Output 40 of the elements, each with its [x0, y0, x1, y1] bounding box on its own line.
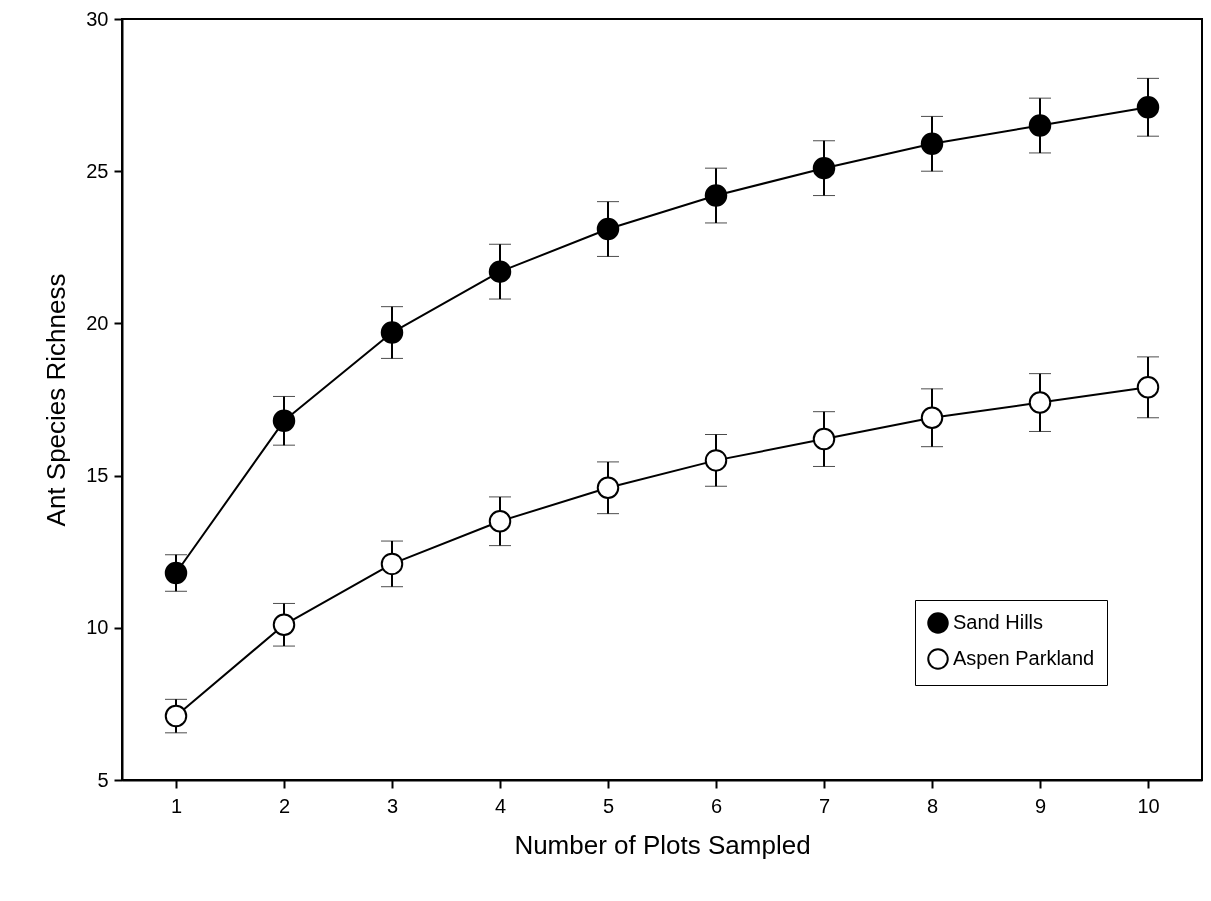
point — [488, 260, 512, 283]
y-tick-label: 30 — [86, 7, 109, 30]
point — [1028, 391, 1052, 414]
point — [272, 409, 296, 433]
x-tick-label: 3 — [386, 794, 399, 817]
point — [1136, 376, 1160, 399]
point — [380, 321, 404, 344]
x-tick-label: 6 — [710, 794, 723, 817]
point — [164, 561, 188, 585]
x-tick-label: 5 — [602, 794, 615, 817]
x-axis-title: Number of Plots Sampled — [514, 829, 811, 860]
y-tick-label: 20 — [86, 311, 109, 334]
x-tick-label: 2 — [278, 794, 291, 817]
point — [812, 427, 836, 451]
y-tick-label: 10 — [86, 616, 109, 639]
x-tick-label: 9 — [1034, 794, 1047, 817]
legend-label: Sand Hills — [953, 611, 1044, 633]
x-tick-label: 8 — [926, 794, 939, 817]
point — [596, 217, 620, 241]
legend-label: Aspen Parkland — [953, 647, 1095, 669]
point — [812, 156, 836, 180]
point — [488, 510, 512, 533]
point — [164, 704, 188, 728]
point — [596, 476, 620, 499]
point — [380, 552, 404, 576]
y-tick-label: 15 — [86, 464, 109, 487]
y-axis-title: Ant Species Richness — [41, 273, 72, 527]
point — [704, 184, 728, 207]
x-tick-label: 7 — [818, 794, 831, 817]
point — [920, 132, 944, 156]
point — [272, 613, 296, 636]
point — [920, 406, 944, 429]
y-tick-label: 25 — [86, 159, 109, 182]
point — [1028, 114, 1052, 137]
x-tick-label: 4 — [494, 794, 507, 817]
point — [1136, 96, 1160, 119]
point — [704, 449, 728, 472]
x-tick-label: 10 — [1137, 794, 1160, 817]
y-tick-label: 5 — [97, 768, 109, 791]
x-tick-label: 1 — [170, 794, 183, 817]
